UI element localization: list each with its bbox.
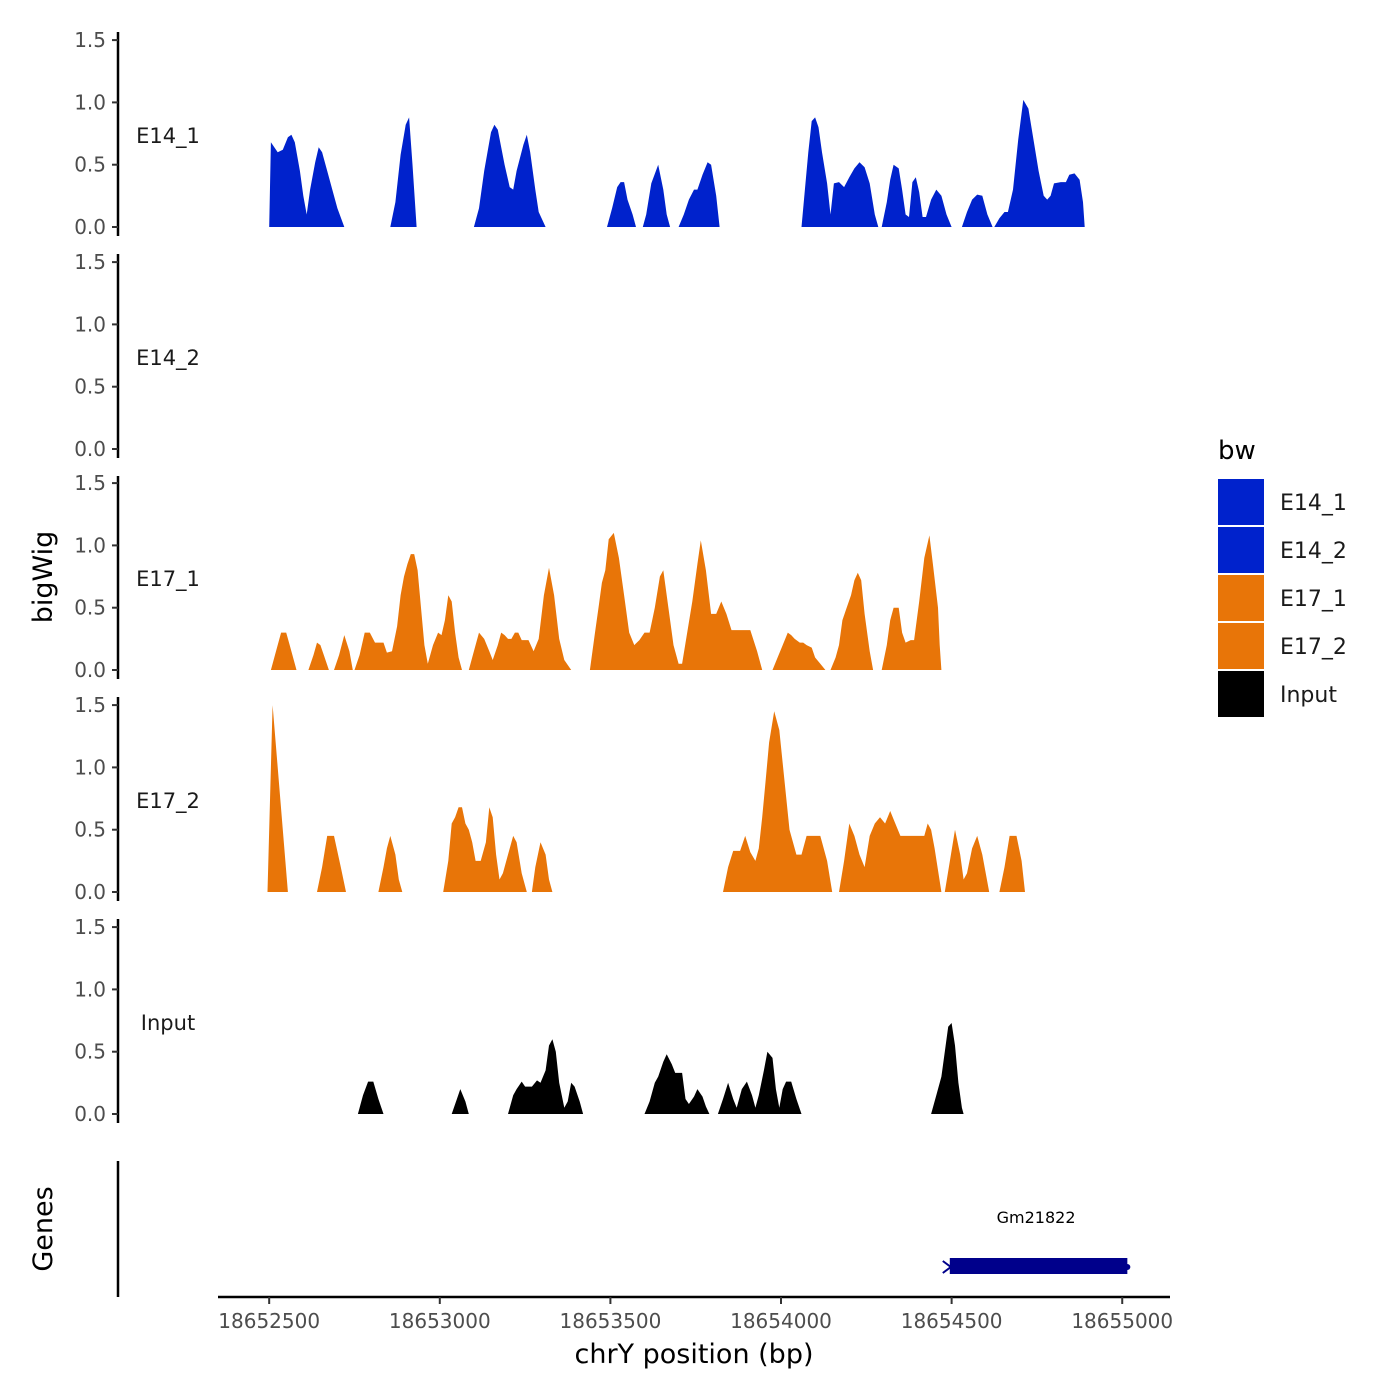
x-tick-label: 18655000 <box>1071 1309 1173 1333</box>
coverage-area <box>473 124 546 227</box>
coverage-area <box>317 835 346 892</box>
coverage-area <box>961 194 993 227</box>
y-tick-label: 0.5 <box>74 818 106 842</box>
track-E17_1: 0.0 0.5 1.0 1.5 E17_1 <box>74 471 942 682</box>
coverage-area <box>717 1051 802 1114</box>
legend-label: Input <box>1280 683 1337 708</box>
y-tick-label: 0.0 <box>74 658 106 682</box>
coverage-area <box>801 117 879 227</box>
coverage-area <box>607 182 636 227</box>
track-label: E14_2 <box>136 346 200 371</box>
coverage-area <box>723 711 833 892</box>
track-E14_1: 0.0 0.5 1.0 1.5 E14_1 <box>74 28 1085 239</box>
coverage-area <box>451 1089 469 1114</box>
coverage-area <box>830 572 874 670</box>
x-tick-label: 18653000 <box>389 1309 491 1333</box>
coverage-area <box>999 835 1025 892</box>
coverage-area <box>468 567 572 670</box>
coverage-area <box>270 632 297 670</box>
coverage-area <box>357 1081 384 1114</box>
legend-label: E14_1 <box>1280 491 1347 516</box>
x-axis-title: chrY position (bp) <box>574 1339 813 1370</box>
coverage-area <box>267 705 288 892</box>
y-tick-label: 0.0 <box>74 215 106 239</box>
y-tick-label: 1.0 <box>74 312 106 336</box>
y-tick-label: 0.0 <box>74 880 106 904</box>
gene-body <box>949 1258 1128 1274</box>
y-tick-label: 1.5 <box>74 28 106 52</box>
y-tick-label: 1.0 <box>74 977 106 1001</box>
coverage-area <box>994 99 1085 227</box>
y-tick-label: 0.0 <box>74 437 106 461</box>
track-label: Input <box>141 1011 195 1035</box>
genes-title: Genes <box>28 1186 59 1271</box>
gene-end-marker <box>1124 1264 1131 1270</box>
y-tick-label: 1.5 <box>74 250 106 274</box>
y-tick-label: 1.5 <box>74 471 106 495</box>
track-E17_2: 0.0 0.5 1.0 1.5 E17_2 <box>74 693 1025 904</box>
coverage-area <box>944 829 990 892</box>
legend: bw E14_1 E14_2 E17_1 E17_2 Input <box>1218 436 1347 717</box>
coverage-area <box>508 1039 584 1114</box>
coverage-area <box>269 134 345 227</box>
legend-label: E14_2 <box>1280 539 1347 564</box>
gene-label: Gm21822 <box>997 1208 1076 1227</box>
coverage-area <box>839 811 942 892</box>
coverage-area <box>334 635 353 670</box>
y-tick-label: 1.5 <box>74 915 106 939</box>
track-label: E17_2 <box>136 789 200 814</box>
coverage-area <box>531 842 553 892</box>
y-tick-label: 0.5 <box>74 153 106 177</box>
x-axis: 18652500 18653000 18653500 18654000 18654500… <box>218 1295 1173 1333</box>
coverage-area <box>378 835 403 892</box>
coverage-area <box>308 642 329 670</box>
legend-key-E17_1 <box>1218 575 1264 621</box>
coverage-area <box>354 554 462 670</box>
coverage-area <box>443 807 527 892</box>
coverage-area <box>644 1054 710 1114</box>
coverage-area <box>678 162 720 227</box>
track-E14_2: 0.0 0.5 1.0 1.5 E14_2 <box>74 250 200 461</box>
y-tick-label: 1.0 <box>74 755 106 779</box>
legend-title: bw <box>1218 436 1256 466</box>
y-tick-label: 0.5 <box>74 596 106 620</box>
y-axis-title: bigWig <box>28 531 59 624</box>
x-tick-label: 18653500 <box>560 1309 662 1333</box>
gene-strand-arrow <box>942 1260 953 1274</box>
y-tick-label: 0.5 <box>74 1040 106 1064</box>
coverage-area <box>390 117 417 227</box>
x-tick-label: 18654500 <box>901 1309 1003 1333</box>
tracks-layer: 0.0 0.5 1.0 1.5 E14_1 0.0 0.5 1.0 1.5 E14_2 0.0 0.5… <box>74 28 1085 1126</box>
track-label: E14_1 <box>136 124 200 149</box>
legend-key-E14_2 <box>1218 527 1264 573</box>
y-tick-label: 0.5 <box>74 375 106 399</box>
coverage-area <box>642 164 671 227</box>
x-tick-label: 18654000 <box>730 1309 832 1333</box>
legend-label: E17_1 <box>1280 587 1347 612</box>
legend-key-E14_1 <box>1218 479 1264 525</box>
y-tick-label: 1.0 <box>74 90 106 114</box>
y-tick-label: 1.0 <box>74 533 106 557</box>
coverage-area <box>881 535 942 670</box>
x-tick-label: 18652500 <box>218 1309 320 1333</box>
coverage-area <box>589 532 763 670</box>
genes-layer: Genes Gm21822 <box>28 1161 1131 1297</box>
legend-key-Input <box>1218 671 1264 717</box>
coverage-area <box>931 1023 964 1114</box>
y-tick-label: 0.0 <box>74 1102 106 1126</box>
track-label: E17_1 <box>136 567 200 592</box>
legend-label: E17_2 <box>1280 635 1347 660</box>
track-Input: 0.0 0.5 1.0 1.5 Input <box>74 915 964 1126</box>
legend-key-E17_2 <box>1218 623 1264 669</box>
y-tick-label: 1.5 <box>74 693 106 717</box>
coverage-area <box>881 164 952 227</box>
coverage-area <box>772 632 826 670</box>
